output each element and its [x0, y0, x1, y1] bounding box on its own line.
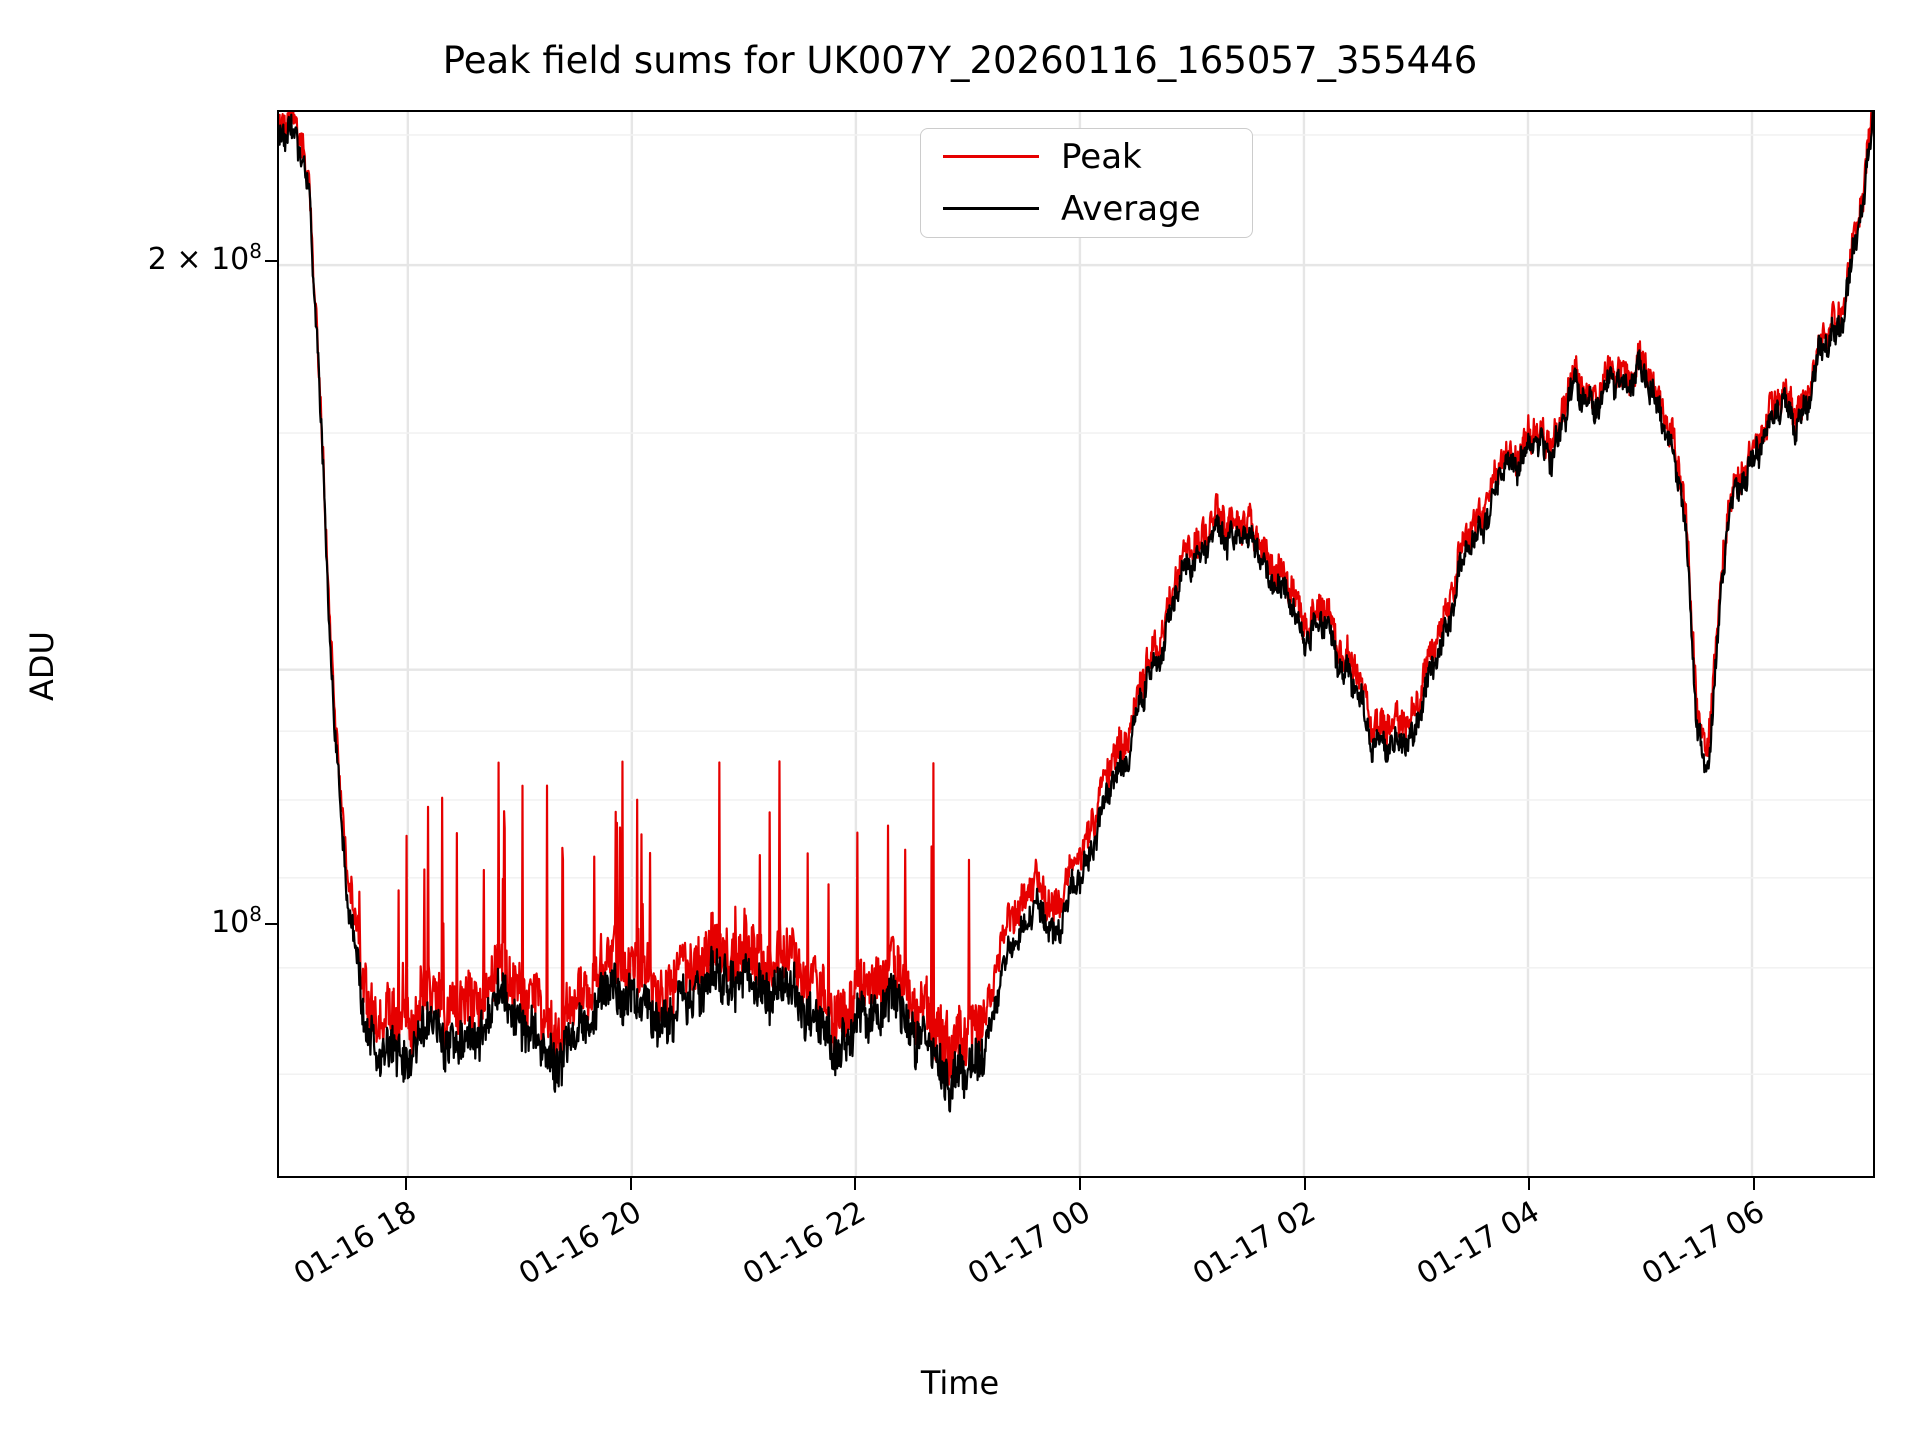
legend-entry-peak[interactable]: Peak — [921, 129, 1252, 184]
plot-area — [277, 110, 1875, 1178]
y-tick-exponent: 8 — [249, 902, 262, 926]
y-tick-mantissa: 2 × 10 — [147, 242, 250, 277]
legend-swatch-average — [943, 207, 1039, 210]
y-tick-mark — [265, 923, 277, 926]
x-tick-mark — [405, 1178, 408, 1190]
x-tick-mark — [629, 1178, 632, 1190]
legend-swatch-peak — [943, 155, 1039, 158]
y-tick-exponent: 8 — [249, 239, 262, 263]
data-curves — [279, 112, 1873, 1113]
y-tick-label-1e8: 108 — [211, 904, 262, 940]
x-axis-label: Time — [920, 1364, 1000, 1402]
plot-clip — [279, 112, 1873, 1176]
y-axis-label: ADU — [23, 631, 61, 701]
y-tick-mark — [265, 260, 277, 263]
x-tick-mark — [1528, 1178, 1531, 1190]
legend-entry-average[interactable]: Average — [921, 181, 1252, 236]
x-tick-mark — [1078, 1178, 1082, 1190]
x-tick-mark — [1752, 1178, 1755, 1190]
y-tick-label-2e8: 2 × 108 — [147, 241, 262, 277]
legend-label-average: Average — [1061, 189, 1201, 229]
legend-label-peak: Peak — [1061, 137, 1142, 177]
x-tick-mark — [854, 1178, 857, 1190]
legend[interactable]: Peak Average — [920, 128, 1253, 238]
x-tick-mark — [1303, 1178, 1306, 1190]
page-title: Peak field sums for UK007Y_20260116_1650… — [442, 39, 1478, 82]
y-tick-mantissa: 10 — [211, 905, 250, 940]
